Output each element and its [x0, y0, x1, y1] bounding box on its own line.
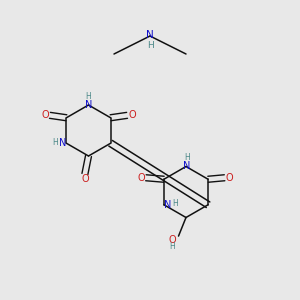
Text: N: N: [183, 160, 190, 171]
Text: H: H: [172, 199, 178, 208]
Text: N: N: [164, 200, 171, 210]
Text: O: O: [226, 173, 233, 183]
Text: N: N: [85, 100, 92, 110]
Text: O: O: [81, 174, 89, 184]
Text: O: O: [169, 235, 176, 245]
Text: H: H: [184, 153, 190, 162]
Text: O: O: [128, 110, 136, 120]
Text: H: H: [53, 138, 58, 147]
Text: O: O: [137, 173, 145, 183]
Text: N: N: [146, 29, 154, 40]
Text: H: H: [85, 92, 91, 101]
Text: H: H: [169, 242, 175, 251]
Text: N: N: [59, 138, 67, 148]
Text: H: H: [147, 40, 153, 50]
Text: O: O: [41, 110, 49, 120]
